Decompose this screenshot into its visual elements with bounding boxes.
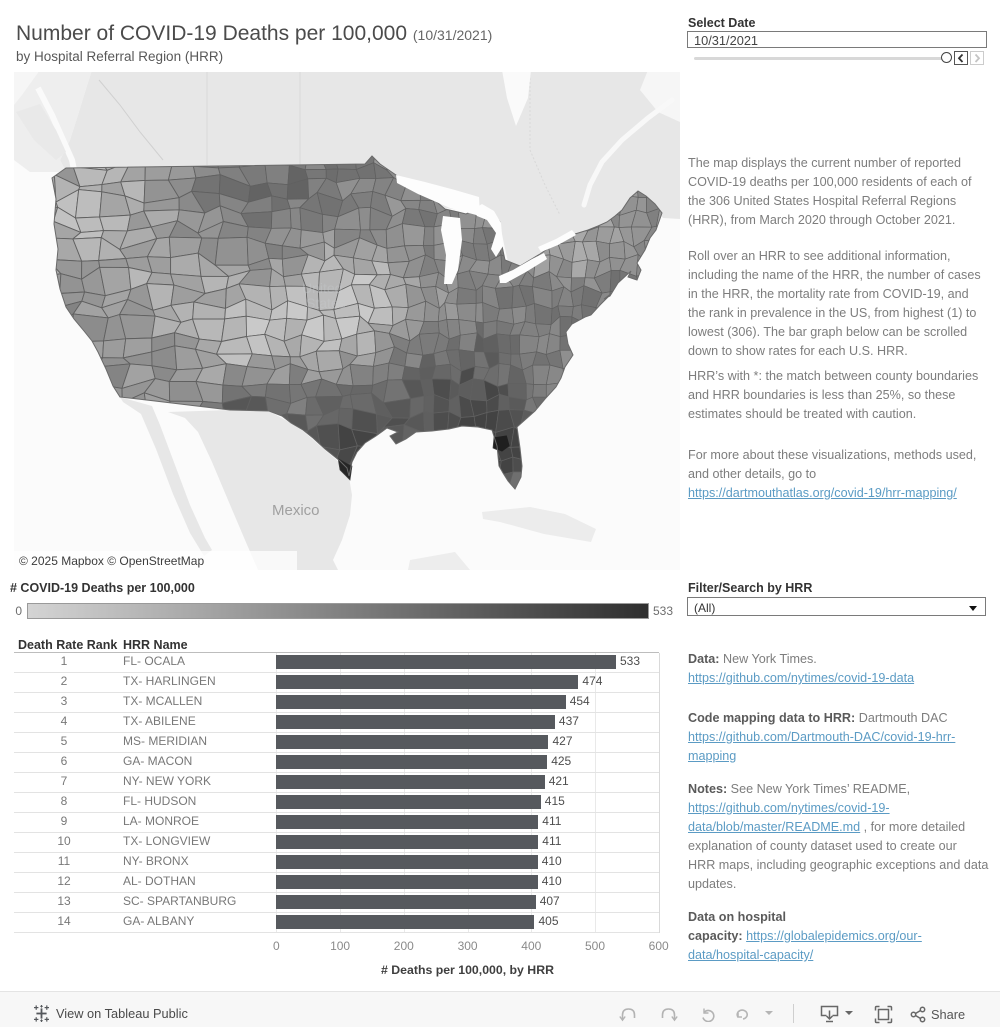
svg-text:States: States xyxy=(306,295,346,311)
svg-text:Mexico: Mexico xyxy=(272,502,320,519)
svg-text:United: United xyxy=(302,280,342,296)
svg-text:© 2025 Mapbox © OpenStreetMap: © 2025 Mapbox © OpenStreetMap xyxy=(19,554,204,568)
